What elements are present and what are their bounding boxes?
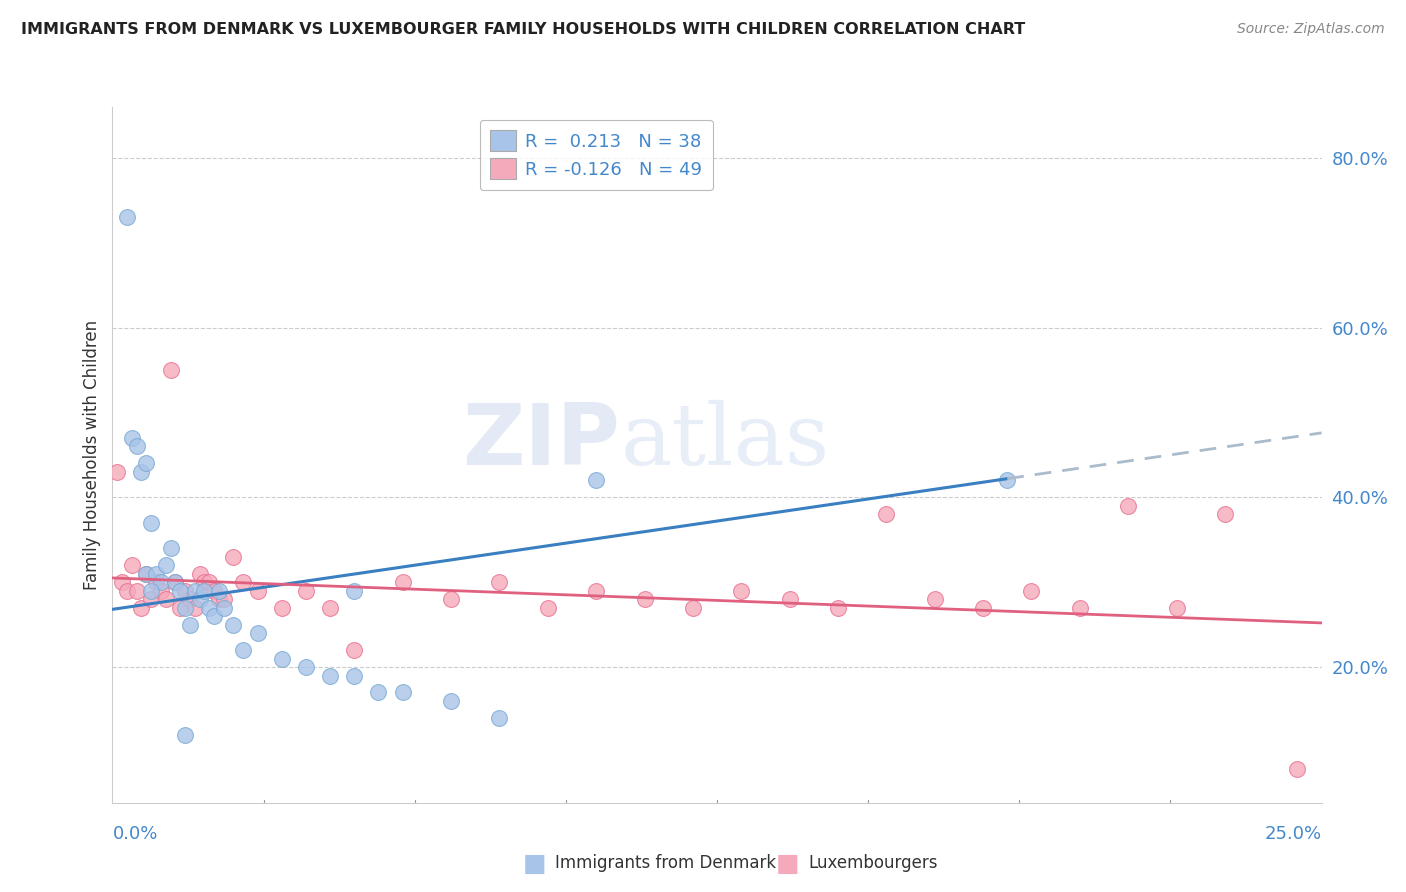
Text: Immigrants from Denmark: Immigrants from Denmark [555,855,776,872]
Point [179,592,201,607]
Y-axis label: Family Households with Children: Family Households with Children [83,320,101,590]
Point [222,549,245,564]
Point [121,558,143,573]
Point [155,558,177,573]
Point [131,600,153,615]
Point [995,474,1018,488]
Point [135,457,157,471]
Point [1069,600,1091,615]
Point [730,583,752,598]
Point [367,685,389,699]
Point [972,600,994,615]
Text: Source: ZipAtlas.com: Source: ZipAtlas.com [1237,22,1385,37]
Point [149,583,172,598]
Point [159,363,181,377]
Text: Luxembourgers: Luxembourgers [808,855,938,872]
Point [165,575,187,590]
Point [1213,508,1236,522]
Point [141,516,163,530]
Point [121,431,143,445]
Point [391,575,413,590]
Point [145,575,167,590]
Point [682,600,704,615]
Point [188,566,211,581]
Point [488,575,510,590]
Point [343,643,366,657]
Point [165,575,187,590]
Legend: R =  0.213   N = 38, R = -0.126   N = 49: R = 0.213 N = 38, R = -0.126 N = 49 [479,120,713,190]
Point [198,600,221,615]
Point [198,575,221,590]
Point [174,583,197,598]
Point [537,600,560,615]
Point [1116,499,1139,513]
Point [183,583,205,598]
Point [202,583,225,598]
Point [149,575,172,590]
Point [391,685,413,699]
Point [212,592,235,607]
Point [155,592,177,607]
Point [212,600,235,615]
Point [193,583,215,598]
Point [585,583,607,598]
Point [295,660,318,674]
Point [188,592,211,607]
Point [440,694,463,708]
Text: ■: ■ [776,852,799,875]
Point [440,592,463,607]
Point [145,566,167,581]
Point [159,541,181,556]
Text: 25.0%: 25.0% [1264,825,1322,843]
Point [1286,762,1309,776]
Point [1021,583,1043,598]
Point [319,600,342,615]
Point [924,592,946,607]
Point [295,583,318,598]
Point [141,583,163,598]
Point [343,668,366,682]
Point [270,651,292,665]
Point [174,728,197,742]
Point [193,575,215,590]
Point [875,508,897,522]
Point [343,583,366,598]
Point [135,566,157,581]
Point [585,474,607,488]
Point [232,575,254,590]
Point [202,609,225,624]
Text: ZIP: ZIP [463,400,620,483]
Point [115,211,138,225]
Point [827,600,849,615]
Point [111,575,134,590]
Point [179,617,201,632]
Point [246,626,269,640]
Point [232,643,254,657]
Text: ■: ■ [523,852,546,875]
Point [169,583,191,598]
Point [131,465,153,479]
Point [1166,600,1188,615]
Point [488,711,510,725]
Point [633,592,655,607]
Point [169,600,191,615]
Text: 0.0%: 0.0% [112,825,157,843]
Point [135,566,157,581]
Point [125,439,148,453]
Point [183,600,205,615]
Point [319,668,342,682]
Point [222,617,245,632]
Text: IMMIGRANTS FROM DENMARK VS LUXEMBOURGER FAMILY HOUSEHOLDS WITH CHILDREN CORRELAT: IMMIGRANTS FROM DENMARK VS LUXEMBOURGER … [21,22,1025,37]
Point [115,583,138,598]
Point [246,583,269,598]
Point [141,592,163,607]
Point [779,592,801,607]
Point [208,592,231,607]
Point [270,600,292,615]
Point [105,465,128,479]
Point [208,583,231,598]
Point [174,600,197,615]
Text: atlas: atlas [620,400,830,483]
Point [125,583,148,598]
